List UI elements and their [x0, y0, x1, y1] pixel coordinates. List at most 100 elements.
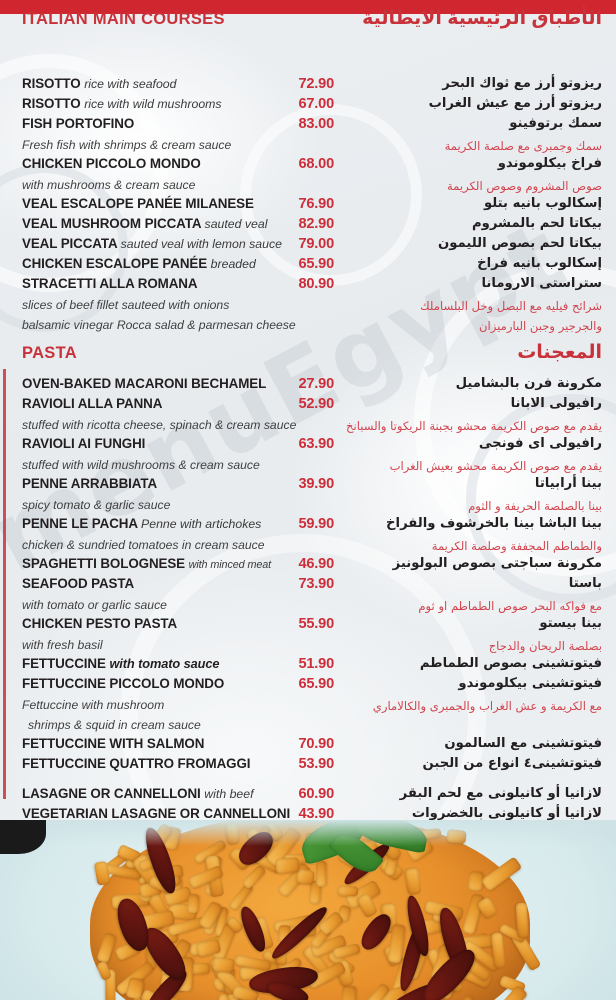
item-description: Fettuccine with mushroom — [22, 698, 165, 712]
penne-piece — [186, 893, 200, 914]
item-name: VEAL ESCALOPE PANÉE MILANESE — [22, 196, 254, 211]
menu-item-row[interactable]: RAVIOLI AI FUNGHI 63.90 — [22, 436, 334, 456]
item-name-ar: فراخ بيكلوموندو — [497, 156, 602, 171]
item-name-ar: فيتوتشينى مع السالمون — [444, 736, 602, 751]
item-name: RAVIOLI AI FUNGHI — [22, 436, 146, 451]
item-price: 27.90 — [298, 376, 334, 392]
item-name: CHICKEN PICCOLO MONDO — [22, 156, 201, 171]
menu-item-row[interactable]: FETTUCCINE PICCOLO MONDO 65.90 — [22, 676, 334, 696]
item-name-ar: بينا أرابياتا — [534, 476, 602, 491]
menu-item-row[interactable]: CHICKEN PICCOLO MONDO 68.00 — [22, 156, 334, 176]
item-name-ar: بيكاتا لحم بالمشروم — [471, 216, 602, 231]
menu-paper: menuEgypt — [0, 14, 616, 820]
item-description-ar: مع فواكه البحر صوص الطماطم او ثوم — [418, 599, 602, 613]
penne-piece — [316, 861, 327, 888]
item-description: with fresh basil — [22, 638, 103, 652]
item-name: VEAL MUSHROOM PICCATA sauted veal — [22, 216, 268, 231]
item-price: 73.90 — [298, 576, 334, 592]
item-name-ar: مكرونة فرن بالبشاميل — [455, 376, 602, 391]
item-price: 80.90 — [298, 276, 334, 292]
penne-piece — [340, 984, 357, 1000]
item-name-ar: فيتوتشينى بصوص الطماطم — [419, 656, 602, 671]
menu-item-row[interactable]: STRACETTI ALLA ROMANA 80.90 — [22, 276, 334, 296]
item-price: 63.90 — [298, 436, 334, 452]
item-price: 39.90 — [298, 476, 334, 492]
menu-item-row[interactable]: FISH PORTOFINO 83.00 — [22, 116, 334, 136]
item-description: stuffed with ricotta cheese, spinach & c… — [22, 418, 297, 432]
item-description-ar: بينا بالصلصة الحريفة و الثوم — [468, 499, 602, 513]
item-name-ar: ريزوتو أرز مع عيش الغراب — [428, 96, 602, 111]
item-name-ar: بيكاتا لحم بصوص الليمون — [438, 236, 602, 251]
penne-piece — [404, 867, 422, 896]
item-description: Fresh fish with shrimps & cream sauce — [22, 138, 232, 152]
menu-item-row[interactable]: PENNE ARRABBIATA 39.90 — [22, 476, 334, 496]
menu-item-row[interactable]: CHICKEN ESCALOPE PANÉE breaded 65.90 — [22, 256, 334, 276]
penne-piece — [296, 868, 316, 885]
penne-piece — [212, 956, 235, 974]
item-description: slices of beef fillet sauteed with onion… — [22, 298, 230, 312]
item-name-ar: ريزوتو أرز مع ثواك البحر — [442, 76, 602, 91]
item-name-ar: باستا — [568, 576, 602, 591]
item-name: RAVIOLI ALLA PANNA — [22, 396, 163, 411]
item-description-ar: سمك وجمبرى مع صلصة الكريمة — [444, 139, 602, 153]
item-price: 79.00 — [298, 236, 334, 252]
item-name-ar: إسكالوب بانيه بتلو — [484, 196, 602, 211]
menu-item-row[interactable]: RAVIOLI ALLA PANNA 52.90 — [22, 396, 334, 416]
item-price: 72.90 — [298, 76, 334, 92]
item-price: 76.90 — [298, 196, 334, 212]
item-price: 52.90 — [298, 396, 334, 412]
item-name: VEAL PICCATA sauted veal with lemon sauc… — [22, 236, 282, 251]
menu-item-row[interactable]: VEAL ESCALOPE PANÉE MILANESE 76.90 — [22, 196, 334, 216]
item-description: shrimps & squid in cream sauce — [28, 718, 201, 732]
item-name: SEAFOOD PASTA — [22, 576, 135, 591]
item-name-ar: فيتوتشينى٤ انواع من الجبن — [422, 756, 602, 771]
menu-item-row[interactable]: OVEN-BAKED MACARONI BECHAMEL 27.90 — [22, 376, 334, 396]
section-title-pasta: PASTA — [22, 344, 77, 362]
menu-item-row[interactable]: LASAGNE OR CANNELLONI with beef 60.90 — [22, 786, 334, 806]
item-price: 55.90 — [298, 616, 334, 632]
item-description: spicy tomato & garlic sauce — [22, 498, 171, 512]
item-price: 65.90 — [298, 676, 334, 692]
menu-item-row[interactable]: VEAL MUSHROOM PICCATA sauted veal 82.90 — [22, 216, 334, 236]
menu-item-row[interactable]: SPAGHETTI BOLOGNESE with minced meat 46.9… — [22, 556, 334, 576]
item-description-ar: يقدم مع صوص الكريمة محشو بعيش الغراب — [389, 459, 602, 473]
item-name-ar: رافيولى اى فونجى — [478, 436, 602, 451]
item-name: STRACETTI ALLA ROMANA — [22, 276, 198, 291]
penne-piece — [275, 856, 300, 874]
food-photo — [0, 820, 616, 1000]
photo-top-fade — [0, 820, 616, 846]
item-name-ar: ستراستى الارومانا — [481, 276, 602, 291]
decorative-swirl — [240, 104, 422, 286]
penne-piece — [461, 892, 484, 935]
item-name: FISH PORTOFINO — [22, 116, 135, 131]
menu-item-row[interactable]: RISOTTO rice with seafood 72.90 — [22, 76, 334, 96]
item-name-ar: فيتوتشينى بيكلوموندو — [458, 676, 602, 691]
item-name: RISOTTO rice with wild mushrooms — [22, 96, 222, 111]
menu-item-row[interactable]: VEAL PICCATA sauted veal with lemon sauc… — [22, 236, 334, 256]
menu-item-row[interactable]: PENNE LE PACHA Penne with artichokes 59.9… — [22, 516, 334, 536]
item-name-ar: رافيولى الابانا — [510, 396, 602, 411]
item-name: FETTUCCINE with tomato sauce — [22, 656, 220, 671]
item-price: 82.90 — [298, 216, 334, 232]
menu-item-row[interactable]: VEGETARIAN LASAGNE OR CANNELLONI 43.90 — [22, 806, 334, 826]
item-description: with mushrooms & cream sauce — [22, 178, 196, 192]
item-name: FETTUCCINE PICCOLO MONDO — [22, 676, 225, 691]
menu-item-row[interactable]: SEAFOOD PASTA 73.90 — [22, 576, 334, 596]
decorative-swirl — [466, 394, 616, 604]
penne-piece — [356, 893, 379, 919]
left-red-rule — [3, 369, 6, 799]
menu-item-row[interactable]: FETTUCCINE QUATTRO FROMAGGI 53.90 — [22, 756, 334, 776]
menu-item-row[interactable]: FETTUCCINE with tomato sauce 51.90 — [22, 656, 334, 676]
menu-item-row[interactable]: FETTUCCINE WITH SALMON 70.90 — [22, 736, 334, 756]
item-price: 83.00 — [298, 116, 334, 132]
menu-item-row[interactable]: CHICKEN PESTO PASTA 55.90 — [22, 616, 334, 636]
item-name: CHICKEN PESTO PASTA — [22, 616, 178, 631]
penne-piece — [516, 902, 530, 938]
penne-piece — [95, 932, 116, 964]
menu-item-row[interactable]: RISOTTO rice with wild mushrooms 67.00 — [22, 96, 334, 116]
item-name-ar: سمك برتوفينو — [509, 116, 602, 131]
item-name: LASAGNE OR CANNELLONI with beef — [22, 786, 254, 801]
item-description: balsamic vinegar Rocca salad & parmesan … — [22, 318, 296, 332]
item-name: RISOTTO rice with seafood — [22, 76, 177, 91]
item-description-ar: بصلصة الريحان والدجاج — [488, 639, 602, 653]
